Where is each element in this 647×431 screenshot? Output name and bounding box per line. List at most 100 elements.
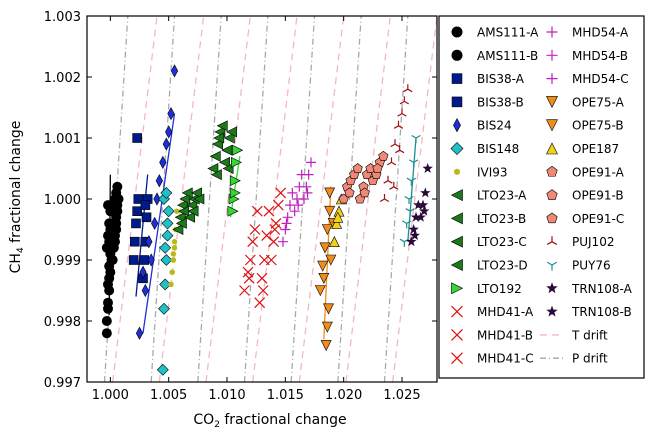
data-point (101, 316, 112, 326)
legend-item: AMS111-A (451, 26, 539, 40)
legend-item: OPE187 (546, 142, 619, 156)
data-point (169, 269, 175, 275)
series-trn108-a (406, 199, 424, 247)
legend-label: T drift (571, 328, 608, 342)
t-drift-line (298, 16, 345, 382)
data-point (317, 260, 329, 272)
data-point (406, 236, 417, 247)
legend-marker (450, 189, 463, 202)
data-point (171, 245, 178, 251)
legend-marker (450, 259, 463, 271)
series-lto23-c (207, 120, 228, 181)
data-point (140, 200, 151, 210)
data-point (160, 254, 173, 266)
data-point (159, 155, 167, 170)
legend-label: MHD54-A (572, 26, 629, 40)
legend-marker (546, 236, 558, 245)
x-axis-ticks: 1.000 1.005 1.010 1.015 1.020 1.025 (92, 16, 421, 403)
data-point (405, 208, 415, 217)
legend-item: BIS38-A (451, 72, 525, 86)
legend-marker (546, 212, 558, 224)
legend-marker (451, 328, 463, 341)
legend-marker (453, 117, 461, 133)
data-point (139, 255, 149, 265)
series-bis148 (156, 186, 175, 376)
x-tick-label: 1.010 (208, 388, 245, 403)
data-point (168, 281, 174, 288)
legend-item: IVI93 (453, 165, 508, 179)
legend-label: MHD41-A (477, 305, 534, 319)
legend-marker (546, 119, 558, 132)
t-drift-line (252, 16, 298, 382)
y-axis-label: CH4 fractional change (8, 121, 26, 274)
data-point (321, 321, 333, 333)
data-point (280, 224, 291, 235)
data-point (175, 217, 187, 229)
legend-label: OPE187 (572, 142, 619, 156)
data-point (303, 169, 314, 180)
data-point (223, 132, 235, 144)
data-point (323, 303, 334, 315)
data-point (162, 205, 175, 218)
legend-marker (451, 73, 463, 84)
data-point (110, 236, 120, 247)
legend-label: TRN108-B (571, 305, 632, 319)
data-point (409, 230, 421, 241)
data-point (221, 144, 233, 156)
data-point (263, 205, 275, 217)
y-tick-label: 1.000 (44, 193, 81, 208)
series-mhd41-c (265, 187, 287, 266)
legend-marker (546, 305, 558, 317)
data-point (386, 157, 397, 166)
series-bis24 (135, 64, 179, 340)
data-point (359, 187, 370, 198)
data-point (244, 254, 256, 266)
legend-item: MHD54-B (546, 49, 628, 63)
legend-item: LTO23-D (450, 259, 528, 273)
data-point (135, 326, 144, 340)
data-point (254, 297, 266, 309)
data-point (406, 177, 416, 186)
legend-label: P drift (572, 352, 608, 366)
legend-item: LTO192 (451, 282, 522, 296)
data-point (183, 211, 195, 223)
fit-line (229, 156, 241, 218)
data-point (249, 224, 261, 235)
data-point (171, 238, 178, 245)
legend-label: LTO23-A (477, 189, 527, 203)
legend-item: OPE75-B (546, 119, 624, 133)
data-point (319, 242, 331, 254)
legend-marker (451, 26, 463, 38)
data-point (247, 236, 259, 248)
legend-marker (453, 168, 461, 175)
data-point (399, 96, 409, 105)
legend-label: MHD54-B (572, 49, 628, 63)
legend-label: LTO23-C (477, 235, 527, 249)
series-puj102 (379, 84, 413, 203)
data-point (141, 212, 152, 223)
data-point (393, 120, 404, 129)
data-point (413, 199, 424, 210)
fit-line (142, 113, 176, 334)
legend-label: PUJ102 (572, 235, 614, 249)
data-point (186, 199, 198, 211)
data-point (420, 187, 431, 198)
legend-item: MHD41-A (451, 305, 534, 319)
legend-marker (451, 305, 463, 318)
data-point (287, 187, 298, 198)
legend-marker (546, 282, 558, 294)
legend-item: TRN108-A (546, 282, 633, 296)
data-point (390, 139, 400, 148)
x-tick-label: 1.015 (267, 388, 304, 403)
series-trn108-b (415, 163, 433, 222)
legend-item: OPE91-B (546, 189, 624, 203)
data-point (389, 181, 399, 190)
data-point (281, 218, 292, 229)
data-point (159, 278, 172, 291)
data-points (101, 64, 433, 376)
data-point (161, 229, 174, 242)
series-mhd41-b (254, 205, 275, 309)
legend: AMS111-A AMS111-B BIS38-A BIS38-B BIS24 BIS14… (450, 26, 633, 366)
data-point (155, 174, 163, 188)
